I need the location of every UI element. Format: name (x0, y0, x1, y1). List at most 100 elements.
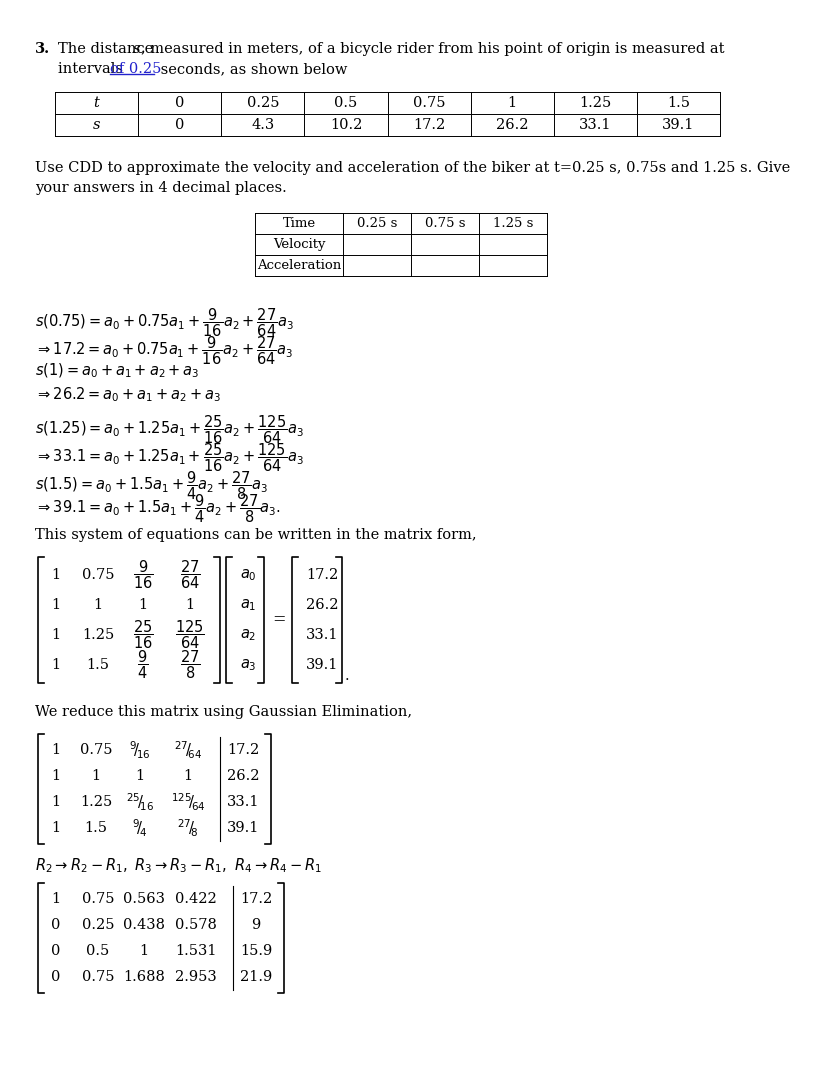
Text: $a_0$: $a_0$ (240, 568, 256, 583)
Text: 39.1: 39.1 (305, 658, 338, 672)
Text: , measured in meters, of a bicycle rider from his point of origin is measured at: , measured in meters, of a bicycle rider… (141, 42, 724, 55)
Text: 1: 1 (52, 628, 61, 642)
Text: 0.75: 0.75 (413, 96, 445, 110)
Text: 33.1: 33.1 (305, 628, 338, 642)
Text: 17.2: 17.2 (240, 892, 272, 906)
Text: 0.5: 0.5 (86, 944, 110, 958)
Text: 1.25 s: 1.25 s (493, 217, 533, 230)
Text: 2.953: 2.953 (175, 970, 217, 984)
Text: 0.75 s: 0.75 s (424, 217, 466, 230)
Text: 0.438: 0.438 (123, 918, 165, 931)
Text: 1: 1 (52, 568, 61, 582)
Text: 15.9: 15.9 (240, 944, 272, 958)
Text: 1.531: 1.531 (175, 944, 217, 958)
Text: $\dfrac{125}{64}$: $\dfrac{125}{64}$ (175, 619, 205, 651)
Text: 33.1: 33.1 (579, 118, 612, 132)
Text: $^{125}\!/\!_{64}$: $^{125}\!/\!_{64}$ (171, 792, 205, 813)
Text: $\dfrac{25}{16}$: $\dfrac{25}{16}$ (133, 619, 154, 651)
Text: 1.5: 1.5 (86, 658, 109, 672)
Text: $a_3$: $a_3$ (240, 657, 256, 673)
Text: 1.25: 1.25 (80, 795, 112, 809)
Text: $s(1) = a_0 + a_1 + a_2 + a_3$: $s(1) = a_0 + a_1 + a_2 + a_3$ (35, 362, 200, 381)
Text: 0.563: 0.563 (123, 892, 165, 906)
Text: seconds, as shown below: seconds, as shown below (156, 62, 347, 76)
Text: $\Rightarrow 39.1 = a_0 + 1.5a_1 + \dfrac{9}{4}a_2 + \dfrac{27}{8}a_3.$: $\Rightarrow 39.1 = a_0 + 1.5a_1 + \dfra… (35, 492, 281, 525)
Text: 9: 9 (251, 918, 260, 931)
Text: $^9\!/\!_{16}$: $^9\!/\!_{16}$ (129, 739, 151, 761)
Text: 0.5: 0.5 (334, 96, 358, 110)
Text: 1: 1 (186, 598, 195, 612)
Text: 0.75: 0.75 (82, 970, 114, 984)
Text: 1: 1 (507, 96, 516, 110)
Text: 1: 1 (140, 944, 149, 958)
Text: $^9\!/\!_4$: $^9\!/\!_4$ (132, 817, 148, 839)
Text: 1.25: 1.25 (579, 96, 612, 110)
Text: intervals: intervals (58, 62, 127, 76)
Text: $a_2$: $a_2$ (240, 627, 256, 642)
Text: 1: 1 (52, 892, 61, 906)
Text: 21.9: 21.9 (240, 970, 272, 984)
Text: This system of equations can be written in the matrix form,: This system of equations can be written … (35, 528, 477, 542)
Text: 0.422: 0.422 (175, 892, 217, 906)
Text: $^{27}\!/\!_{64}$: $^{27}\!/\!_{64}$ (174, 739, 202, 761)
Text: $\Rightarrow 33.1 = a_0 + 1.25a_1 + \dfrac{25}{16}a_2 + \dfrac{125}{64}a_3$: $\Rightarrow 33.1 = a_0 + 1.25a_1 + \dfr… (35, 441, 304, 474)
Text: $R_2 \rightarrow R_2 - R_1,\ R_3 \rightarrow R_3 - R_1,\ R_4 \rightarrow R_4 - R: $R_2 \rightarrow R_2 - R_1,\ R_3 \righta… (35, 856, 322, 875)
Text: 1: 1 (135, 769, 144, 783)
Text: We reduce this matrix using Gaussian Elimination,: We reduce this matrix using Gaussian Eli… (35, 705, 412, 719)
Text: 26.2: 26.2 (227, 769, 259, 783)
Text: 1: 1 (94, 598, 103, 612)
Text: 1.5: 1.5 (667, 96, 690, 110)
Text: 1: 1 (52, 821, 61, 835)
Text: 17.2: 17.2 (306, 568, 338, 582)
Text: 1: 1 (52, 795, 61, 809)
Text: 0: 0 (51, 944, 61, 958)
Text: 1.25: 1.25 (82, 628, 114, 642)
Text: 1: 1 (52, 598, 61, 612)
Text: 17.2: 17.2 (413, 118, 445, 132)
Text: t: t (94, 96, 99, 110)
Text: 33.1: 33.1 (227, 795, 259, 809)
Text: of 0.25: of 0.25 (110, 62, 162, 76)
Text: 1: 1 (183, 769, 193, 783)
Text: 0: 0 (175, 118, 185, 132)
Text: 0.578: 0.578 (175, 918, 217, 931)
Text: 4.3: 4.3 (251, 118, 274, 132)
Text: 0: 0 (51, 970, 61, 984)
Text: $\Rightarrow 26.2 = a_0 + a_1 + a_2 + a_3$: $\Rightarrow 26.2 = a_0 + a_1 + a_2 + a_… (35, 385, 221, 403)
Text: Acceleration: Acceleration (257, 259, 341, 272)
Text: $\dfrac{9}{16}$: $\dfrac{9}{16}$ (133, 559, 154, 591)
Text: 1: 1 (52, 769, 61, 783)
Text: $^{27}\!/\!_8$: $^{27}\!/\!_8$ (177, 817, 199, 839)
Text: 39.1: 39.1 (663, 118, 695, 132)
Text: 1: 1 (52, 743, 61, 757)
Text: 26.2: 26.2 (496, 118, 529, 132)
Text: 0.75: 0.75 (82, 568, 114, 582)
Text: s: s (93, 118, 100, 132)
Text: .: . (345, 669, 350, 683)
Text: Time: Time (282, 217, 315, 230)
Text: 10.2: 10.2 (330, 118, 362, 132)
Text: 0.25: 0.25 (246, 96, 279, 110)
Text: 1: 1 (139, 598, 148, 612)
Text: 17.2: 17.2 (227, 743, 259, 757)
Text: The distance: The distance (58, 42, 158, 55)
Text: 0: 0 (51, 918, 61, 931)
Text: $s(0.75) = a_0 + 0.75a_1 + \dfrac{9}{16}a_2 + \dfrac{27}{64}a_3$: $s(0.75) = a_0 + 0.75a_1 + \dfrac{9}{16}… (35, 306, 294, 338)
Text: 0.25: 0.25 (82, 918, 114, 931)
Text: Use CDD to approximate the velocity and acceleration of the biker at t=0.25 s, 0: Use CDD to approximate the velocity and … (35, 161, 791, 175)
Text: 0.75: 0.75 (80, 743, 112, 757)
Text: your answers in 4 decimal places.: your answers in 4 decimal places. (35, 181, 287, 195)
Text: 0.25 s: 0.25 s (357, 217, 397, 230)
Text: $\Rightarrow 17.2 = a_0 + 0.75a_1 + \dfrac{9}{16}a_2 + \dfrac{27}{64}a_3$: $\Rightarrow 17.2 = a_0 + 0.75a_1 + \dfr… (35, 334, 293, 367)
Text: $s(1.25) = a_0 + 1.25a_1 + \dfrac{25}{16}a_2 + \dfrac{125}{64}a_3$: $s(1.25) = a_0 + 1.25a_1 + \dfrac{25}{16… (35, 413, 304, 446)
Text: Velocity: Velocity (273, 238, 325, 251)
Text: 1.688: 1.688 (123, 970, 165, 984)
Text: $\dfrac{9}{4}$: $\dfrac{9}{4}$ (137, 649, 149, 681)
Text: $\dfrac{27}{64}$: $\dfrac{27}{64}$ (180, 559, 200, 591)
Text: 1: 1 (91, 769, 100, 783)
Text: 3.: 3. (35, 42, 50, 55)
Text: 0: 0 (175, 96, 185, 110)
Text: =: = (273, 611, 286, 628)
Text: $s(1.5) = a_0 + 1.5a_1 + \dfrac{9}{4}a_2 + \dfrac{27}{8}a_3$: $s(1.5) = a_0 + 1.5a_1 + \dfrac{9}{4}a_2… (35, 469, 268, 501)
Text: 26.2: 26.2 (305, 598, 338, 612)
